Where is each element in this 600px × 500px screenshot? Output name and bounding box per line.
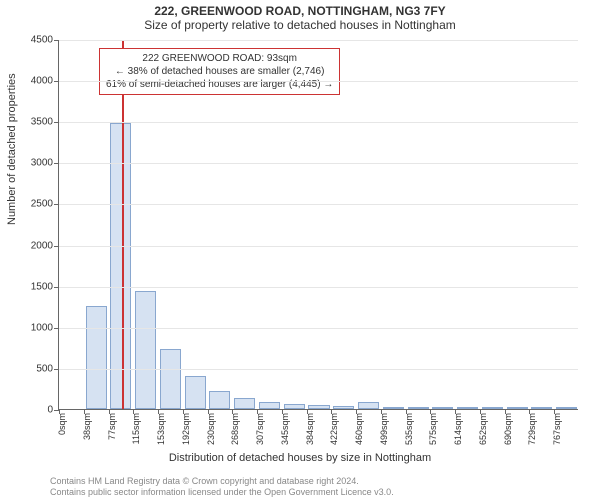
histogram-bar — [209, 391, 230, 409]
xtick-label: 345sqm — [280, 413, 290, 445]
ytick-mark — [54, 246, 59, 247]
xtick-label: 535sqm — [404, 413, 414, 445]
xtick-label: 652sqm — [478, 413, 488, 445]
gridline — [59, 81, 578, 82]
ytick-label: 0 — [47, 405, 53, 416]
bars-layer — [59, 40, 578, 409]
footer-line2: Contains public sector information licen… — [50, 487, 394, 498]
xtick-label: 422sqm — [329, 413, 339, 445]
histogram-bar — [86, 306, 107, 409]
annotation-box: 222 GREENWOOD ROAD: 93sqm ← 38% of detac… — [99, 48, 340, 95]
xtick-label: 460sqm — [354, 413, 364, 445]
xtick-label: 38sqm — [82, 413, 92, 440]
marker-line — [122, 40, 124, 409]
histogram-bar — [457, 407, 478, 409]
ytick-mark — [54, 204, 59, 205]
xtick-label: 307sqm — [255, 413, 265, 445]
ytick-mark — [54, 81, 59, 82]
histogram-bar — [259, 402, 280, 409]
ytick-label: 2500 — [31, 199, 53, 210]
chart-title: 222, GREENWOOD ROAD, NOTTINGHAM, NG3 7FY — [0, 0, 600, 18]
xtick-label: 230sqm — [206, 413, 216, 445]
xtick-label: 690sqm — [503, 413, 513, 445]
ytick-label: 2000 — [31, 240, 53, 251]
xtick-label: 767sqm — [552, 413, 562, 445]
histogram-bar — [432, 407, 453, 409]
gridline — [59, 204, 578, 205]
annotation-line3: 61% of semi-detached houses are larger (… — [106, 78, 333, 91]
annotation-line1: 222 GREENWOOD ROAD: 93sqm — [106, 52, 333, 65]
histogram-bar — [507, 407, 528, 409]
xtick-label: 153sqm — [156, 413, 166, 445]
ytick-label: 4500 — [31, 35, 53, 46]
ytick-mark — [54, 40, 59, 41]
gridline — [59, 287, 578, 288]
ytick-mark — [54, 163, 59, 164]
ytick-label: 3500 — [31, 117, 53, 128]
gridline — [59, 163, 578, 164]
ytick-label: 1500 — [31, 281, 53, 292]
histogram-bar — [531, 407, 552, 409]
ytick-mark — [54, 328, 59, 329]
xtick-label: 575sqm — [428, 413, 438, 445]
histogram-bar — [333, 406, 354, 409]
annotation-line2: ← 38% of detached houses are smaller (2,… — [106, 65, 333, 78]
chart-subtitle: Size of property relative to detached ho… — [0, 18, 600, 34]
ytick-label: 4000 — [31, 76, 53, 87]
histogram-bar — [135, 291, 156, 409]
histogram-bar — [160, 349, 181, 409]
xtick-label: 115sqm — [131, 413, 141, 444]
ytick-label: 500 — [36, 363, 53, 374]
ytick-mark — [54, 287, 59, 288]
xtick-label: 192sqm — [181, 413, 191, 445]
xtick-label: 77sqm — [107, 413, 117, 440]
chart-container: 222, GREENWOOD ROAD, NOTTINGHAM, NG3 7FY… — [0, 0, 600, 500]
xtick-label: 268sqm — [230, 413, 240, 445]
histogram-bar — [308, 405, 329, 409]
x-axis-label: Distribution of detached houses by size … — [0, 452, 600, 464]
histogram-bar — [408, 407, 429, 409]
gridline — [59, 369, 578, 370]
xtick-label: 729sqm — [527, 413, 537, 445]
plot-area: 222 GREENWOOD ROAD: 93sqm ← 38% of detac… — [58, 40, 578, 410]
histogram-bar — [185, 376, 206, 409]
histogram-bar — [383, 407, 404, 409]
gridline — [59, 122, 578, 123]
histogram-bar — [284, 404, 305, 409]
footer-line1: Contains HM Land Registry data © Crown c… — [50, 476, 394, 487]
histogram-bar — [234, 398, 255, 410]
histogram-bar — [482, 407, 503, 409]
ytick-mark — [54, 122, 59, 123]
xtick-label: 614sqm — [453, 413, 463, 445]
xtick-label: 384sqm — [305, 413, 315, 445]
y-axis-label: Number of detached properties — [6, 73, 18, 225]
histogram-bar — [358, 402, 379, 409]
ytick-label: 1000 — [31, 322, 53, 333]
ytick-mark — [54, 369, 59, 370]
gridline — [59, 40, 578, 41]
histogram-bar — [110, 123, 131, 409]
xtick-label: 499sqm — [379, 413, 389, 445]
gridline — [59, 328, 578, 329]
histogram-bar — [556, 407, 577, 409]
gridline — [59, 246, 578, 247]
footer: Contains HM Land Registry data © Crown c… — [50, 476, 394, 498]
ytick-label: 3000 — [31, 158, 53, 169]
xtick-label: 0sqm — [57, 413, 67, 435]
